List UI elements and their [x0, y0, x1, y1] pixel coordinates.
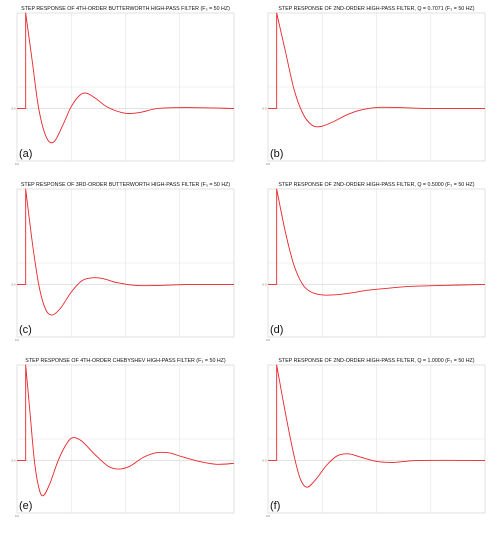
chart-title: STEP RESPONSE OF 2ND-ORDER HIGH-PASS FIL…	[278, 182, 474, 188]
panel-label: (d)	[270, 324, 283, 336]
chart-panel-b: STEP RESPONSE OF 2ND-ORDER HIGH-PASS FIL…	[253, 2, 498, 180]
y-tick-label: 0.0	[11, 458, 16, 462]
plot-frame	[16, 188, 235, 338]
chart-title: STEP RESPONSE OF 2ND-ORDER HIGH-PASS FIL…	[278, 6, 474, 12]
chart-panel-f: STEP RESPONSE OF 2ND-ORDER HIGH-PASS FIL…	[253, 354, 498, 532]
series-line	[268, 188, 486, 296]
y-tick-label: 0.0	[11, 282, 16, 286]
series-line	[268, 12, 486, 128]
chart-panel-d: STEP RESPONSE OF 2ND-ORDER HIGH-PASS FIL…	[253, 178, 498, 356]
plot-frame	[16, 12, 235, 162]
panel-label: (b)	[270, 148, 283, 160]
plot-frame	[267, 12, 486, 162]
panel-label: (f)	[270, 500, 280, 512]
series-line	[268, 364, 486, 488]
x-tick-label: 0.0	[266, 514, 271, 518]
chart-title: STEP RESPONSE OF 2ND-ORDER HIGH-PASS FIL…	[278, 358, 474, 364]
panel-label: (a)	[19, 148, 32, 160]
chart-svg: STEP RESPONSE OF 3RD-ORDER BUTTERWORTH H…	[11, 182, 235, 342]
chart-panel-e: STEP RESPONSE OF 4TH-ORDER CHEBYSHEV HIG…	[2, 354, 247, 532]
chart-panel-c: STEP RESPONSE OF 3RD-ORDER BUTTERWORTH H…	[2, 178, 247, 356]
y-tick-label: 0.0	[262, 282, 267, 286]
series-line	[17, 12, 235, 144]
panel-label: (c)	[19, 324, 32, 336]
y-tick-label: 0.0	[262, 458, 267, 462]
y-tick-label: 0.0	[262, 106, 267, 110]
panel-label: (e)	[19, 500, 32, 512]
series-line	[17, 364, 235, 497]
chart-svg: STEP RESPONSE OF 2ND-ORDER HIGH-PASS FIL…	[262, 358, 486, 518]
chart-svg: STEP RESPONSE OF 4TH-ORDER CHEBYSHEV HIG…	[11, 358, 235, 518]
chart-svg: STEP RESPONSE OF 2ND-ORDER HIGH-PASS FIL…	[262, 6, 486, 166]
chart-title: STEP RESPONSE OF 4TH-ORDER CHEBYSHEV HIG…	[25, 358, 226, 364]
y-tick-label: 0.0	[11, 106, 16, 110]
series-line	[17, 188, 235, 316]
x-tick-label: 0.0	[15, 338, 20, 342]
plot-frame	[267, 364, 486, 514]
chart-panel-a: STEP RESPONSE OF 4TH-ORDER BUTTERWORTH H…	[2, 2, 247, 180]
x-tick-label: 0.0	[15, 514, 20, 518]
plot-frame	[16, 364, 235, 514]
chart-svg: STEP RESPONSE OF 2ND-ORDER HIGH-PASS FIL…	[262, 182, 486, 342]
chart-svg: STEP RESPONSE OF 4TH-ORDER BUTTERWORTH H…	[11, 6, 235, 166]
chart-title: STEP RESPONSE OF 4TH-ORDER BUTTERWORTH H…	[21, 6, 230, 12]
x-tick-label: 0.0	[266, 338, 271, 342]
plot-frame	[267, 188, 486, 338]
chart-title: STEP RESPONSE OF 3RD-ORDER BUTTERWORTH H…	[21, 182, 231, 188]
x-tick-label: 0.0	[15, 162, 20, 166]
x-tick-label: 0.0	[266, 162, 271, 166]
